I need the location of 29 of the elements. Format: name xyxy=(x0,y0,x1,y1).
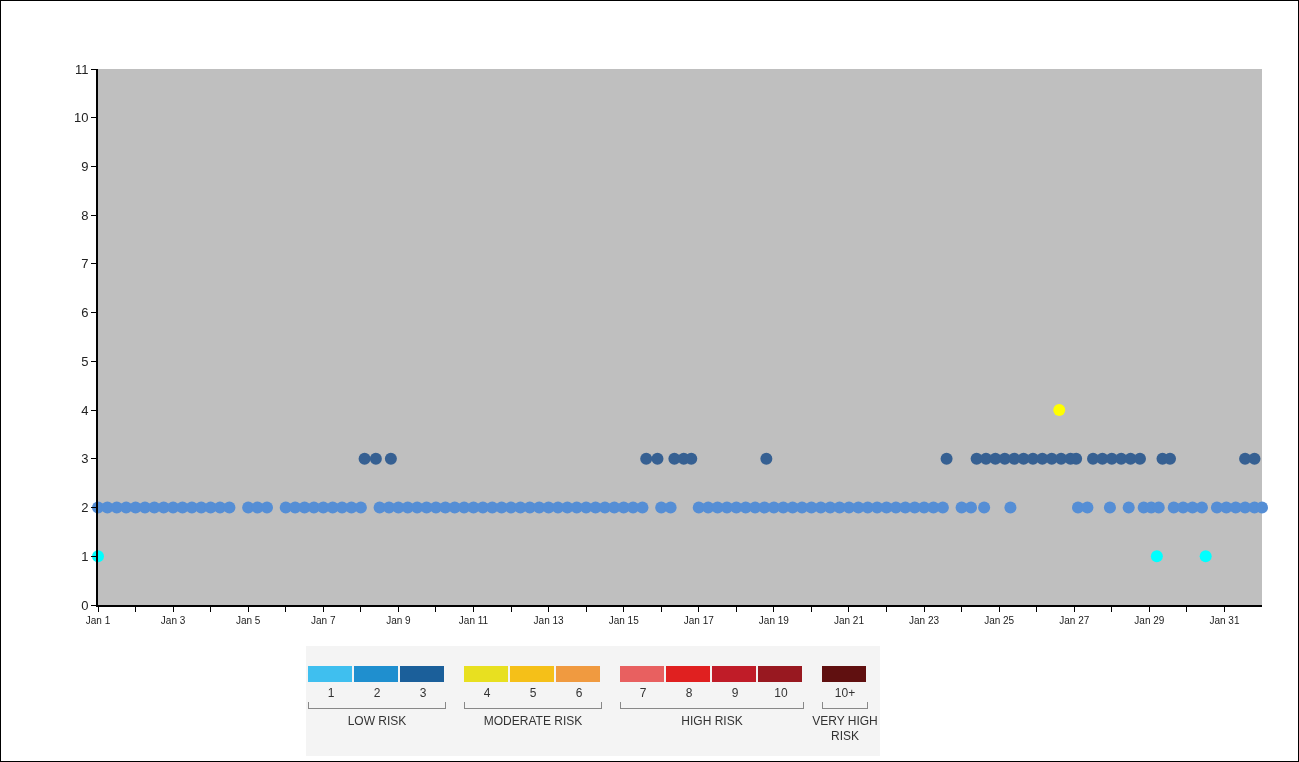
x-tick-label: Jan 23 xyxy=(909,615,940,626)
y-tick-label: 10 xyxy=(73,110,89,126)
x-tick-label: Jan 27 xyxy=(1059,615,1090,626)
y-tick-label: 3 xyxy=(81,451,89,467)
x-tick-label: Jan 29 xyxy=(1134,615,1165,626)
x-tick-label: Jan 25 xyxy=(984,615,1015,626)
x-tick-label: Jan 21 xyxy=(833,615,865,626)
y-tick-label: 2 xyxy=(81,500,89,516)
y-tick-label: 8 xyxy=(81,207,89,223)
y-tick-label: 9 xyxy=(81,159,89,174)
y-tick-label: 1 xyxy=(81,548,89,564)
y-tick-label: 0 xyxy=(81,597,89,613)
x-tick-label: Jan 5 xyxy=(235,615,261,626)
x-tick-label: Jan 19 xyxy=(758,615,790,626)
x-tick-label: Jan 1 xyxy=(85,615,111,626)
x-tick-label: Jan 9 xyxy=(386,615,412,626)
y-tick-label: 11 xyxy=(74,61,89,77)
y-tick-label: 4 xyxy=(81,402,89,418)
x-tick-label: Jan 7 xyxy=(311,615,336,626)
risk-scale-key: 1 2 3 LOW RISK 4 5 6 MODERATE RISK 7 8 9 10 HIGH RISK 10+ VERY HIGH RISK xyxy=(306,646,880,756)
y-tick-label: 5 xyxy=(81,353,89,369)
y-tick-label: 6 xyxy=(81,305,89,321)
x-tick-label: Jan 31 xyxy=(1209,615,1240,626)
x-tick-label: Jan 3 xyxy=(160,615,186,626)
y-tick-label: 7 xyxy=(81,256,89,272)
x-tick-label: Jan 11 xyxy=(458,615,489,626)
x-tick-label: Jan 17 xyxy=(683,615,715,626)
x-tick-label: Jan 15 xyxy=(608,615,640,626)
x-tick-label: Jan 13 xyxy=(533,615,565,626)
